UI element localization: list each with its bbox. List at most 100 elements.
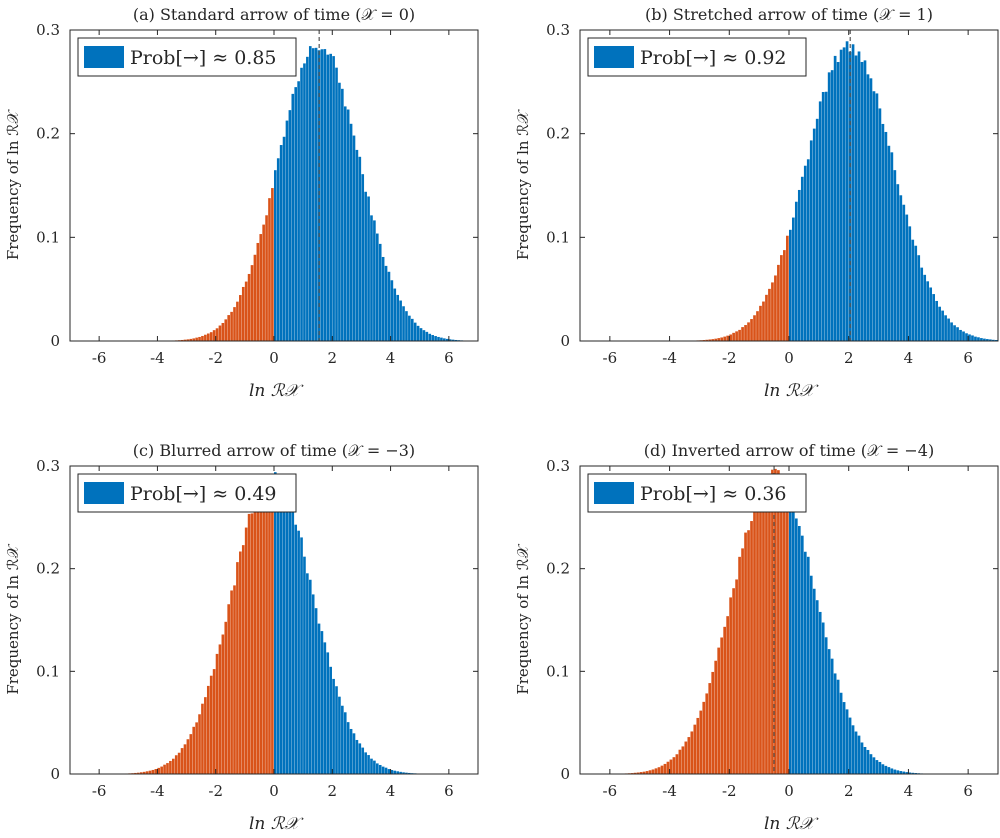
histogram-bar — [221, 634, 225, 774]
histogram-bar — [384, 265, 388, 341]
histogram-bar — [905, 772, 909, 774]
histogram-bar — [651, 769, 655, 774]
histogram-bar — [230, 311, 233, 341]
histogram-bar — [854, 55, 858, 341]
histogram-bar — [189, 734, 193, 774]
histogram-bar — [902, 771, 906, 774]
histogram-bar — [887, 145, 891, 341]
y-tick-label: 0.1 — [36, 228, 60, 246]
histogram-bar — [878, 108, 882, 341]
histogram-bars — [172, 46, 467, 341]
histogram-bar — [794, 201, 798, 341]
histogram-bar — [774, 468, 777, 774]
histogram-bar — [884, 765, 888, 774]
histogram-bar — [821, 622, 825, 774]
x-tick-label: 2 — [844, 349, 854, 367]
histogram-bar — [209, 675, 213, 774]
histogram-bar — [335, 686, 338, 774]
histogram-bar — [311, 48, 315, 341]
histogram-bar — [821, 92, 825, 341]
histogram-bar — [326, 652, 330, 774]
histogram-bar — [308, 579, 312, 774]
histogram-bar — [332, 56, 335, 341]
histogram-bar — [137, 772, 140, 774]
histogram-bar — [142, 771, 146, 774]
histogram-bar — [908, 772, 912, 774]
y-tick-label: 0.1 — [546, 228, 570, 246]
x-tick-label: 2 — [328, 349, 338, 367]
histogram-bar — [250, 513, 254, 774]
histogram-bar — [431, 335, 434, 341]
histogram-bar — [227, 315, 230, 341]
histogram-bar — [227, 604, 230, 774]
histogram-bar — [678, 749, 682, 774]
histogram-bar — [693, 724, 697, 774]
legend-label: Prob[→] ≈ 0.92 — [640, 47, 787, 69]
histogram-bar — [803, 165, 807, 341]
histogram-bar — [215, 653, 219, 774]
histogram-bar — [276, 158, 280, 341]
histogram-bar — [771, 469, 774, 774]
histogram-bar — [762, 484, 765, 774]
histogram-bar — [285, 494, 289, 774]
histogram-bar — [944, 315, 947, 341]
histogram-bar — [355, 739, 359, 774]
histogram-bar — [995, 339, 998, 341]
histogram-bar — [367, 755, 370, 774]
histogram-bar — [744, 532, 747, 774]
histogram-bar — [881, 123, 885, 341]
histogram-bar — [968, 334, 971, 341]
histogram-bar — [732, 588, 735, 774]
histogram-bar — [830, 70, 834, 341]
histogram-bar — [364, 752, 367, 774]
histogram-bar — [899, 195, 903, 341]
histogram-bar — [735, 579, 738, 774]
legend-swatch — [594, 482, 634, 504]
histogram-bar — [875, 93, 879, 341]
histogram-bar — [399, 300, 402, 341]
y-axis-label: Frequency of ln ℛ𝒳 — [514, 109, 532, 260]
y-tick-label: 0.3 — [546, 21, 570, 39]
histogram-bar — [358, 743, 362, 774]
histogram-bar — [405, 772, 408, 774]
histogram-bar — [875, 760, 879, 774]
histogram-bar — [358, 156, 362, 341]
histogram-bar — [750, 319, 753, 341]
histogram-bar — [794, 518, 798, 774]
histogram-bar — [381, 256, 385, 341]
histogram-bar — [720, 337, 724, 341]
y-tick-label: 0 — [560, 332, 570, 350]
histogram-bar — [177, 752, 181, 774]
histogram-bar — [845, 41, 849, 341]
histogram-bar — [262, 224, 265, 341]
y-tick-label: 0.2 — [546, 560, 570, 578]
histogram-bar — [872, 757, 876, 774]
histogram-bar — [911, 772, 915, 774]
x-tick-label: -2 — [722, 782, 737, 800]
histogram-bar — [186, 339, 190, 341]
histogram-bar — [950, 322, 953, 341]
histogram-bar — [256, 499, 260, 774]
histogram-bar — [815, 600, 819, 774]
histogram-bar — [774, 275, 777, 341]
histogram-bar — [753, 500, 756, 774]
histogram-bar — [160, 766, 163, 774]
y-tick-label: 0.3 — [546, 457, 570, 475]
histogram-bar — [687, 737, 691, 774]
x-tick-label: 0 — [269, 782, 279, 800]
histogram-bar — [759, 305, 762, 341]
histogram-bar — [440, 337, 443, 341]
histogram-bar — [154, 769, 158, 774]
histogram-bar — [941, 310, 944, 341]
histogram-bar — [166, 763, 169, 774]
histogram-bar — [157, 767, 161, 774]
histogram-bar — [920, 267, 924, 341]
x-tick-label: -6 — [92, 782, 107, 800]
chart-title: (a) Standard arrow of time (𝒳 = 0) — [133, 5, 415, 24]
histogram-bar — [139, 772, 143, 774]
histogram-bar — [291, 511, 295, 774]
histogram-bar — [151, 769, 155, 774]
histogram-bar — [780, 473, 783, 774]
histogram-bar — [244, 281, 248, 341]
histogram-bar — [851, 725, 855, 774]
